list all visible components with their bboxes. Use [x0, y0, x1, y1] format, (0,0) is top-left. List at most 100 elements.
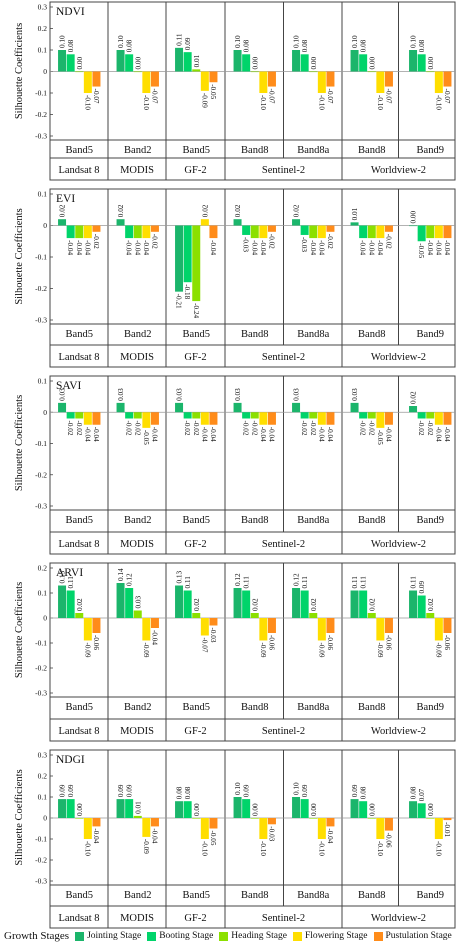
bar: [209, 225, 218, 239]
bar: [384, 225, 393, 232]
y-axis-label: Silhouette Coefficients: [14, 23, 25, 119]
bar: [183, 590, 192, 618]
bar-value-label: 0.02: [193, 598, 201, 611]
bar: [417, 412, 426, 419]
bar-value-label: -0.02: [267, 234, 275, 249]
bar-value-label: 0.03: [293, 388, 301, 401]
bar-value-label: -0.04: [92, 828, 100, 843]
bar: [292, 219, 301, 226]
bar-value-label: 0.00: [193, 803, 201, 816]
sensor-label: Landsat 8: [58, 913, 99, 924]
bar: [233, 402, 242, 413]
bar: [200, 219, 209, 226]
y-tick-label: 0: [43, 221, 47, 230]
bar: [116, 50, 125, 72]
bar-value-label: -0.18: [183, 284, 191, 299]
bar-value-label: -0.02: [92, 234, 100, 249]
bar: [242, 412, 251, 419]
bar: [267, 225, 276, 232]
bar: [125, 588, 134, 618]
band-label: Band9: [417, 515, 444, 526]
sensor-label: Worldview-2: [371, 165, 426, 176]
sensor-label: GF-2: [184, 726, 206, 737]
bar: [233, 588, 242, 618]
y-axis-label: Silhouette Coefficients: [14, 582, 25, 678]
bar: [75, 71, 84, 73]
bar-value-label: -0.04: [267, 427, 275, 442]
bar-value-label: -0.03: [209, 628, 217, 643]
bar: [142, 71, 151, 93]
bar: [250, 412, 259, 419]
bar-value-label: 0.01: [351, 207, 359, 220]
bar-value-label: 0.09: [418, 581, 426, 594]
bar-value-label: -0.02: [384, 234, 392, 249]
band-label: Band5: [183, 702, 210, 713]
panel-frame: [49, 188, 456, 368]
bar-value-label: -0.05: [209, 831, 217, 846]
sensor-label: MODIS: [120, 165, 154, 176]
bar: [376, 618, 385, 641]
chart-panel-arvi: 0.2 0.1 0 -0.1 -0.2 -0.3 Silhouette Coefficien…: [14, 562, 456, 742]
bar-value-label: -0.06: [384, 833, 392, 848]
legend-item-pustulation: Pustulation Stage: [373, 931, 452, 941]
bar-value-label: -0.05: [142, 430, 150, 445]
bar-value-label: -0.09: [200, 93, 208, 108]
sensor-label: MODIS: [120, 352, 154, 363]
bar-value-label: 0.09: [117, 784, 125, 797]
y-tick-label: 0: [43, 614, 47, 623]
bar-value-label: -0.02: [125, 421, 133, 436]
bar-value-label: 0.02: [427, 598, 435, 611]
bar-value-label: 0.00: [427, 57, 435, 70]
bar: [359, 54, 368, 72]
bar: [417, 595, 426, 618]
bar: [292, 50, 301, 72]
sensor-label: Landsat 8: [58, 726, 99, 737]
bar: [83, 818, 92, 839]
band-label: Band2: [124, 145, 151, 156]
bar-value-label: -0.04: [150, 630, 158, 645]
y-tick-label: -0.2: [35, 470, 47, 479]
bar: [317, 225, 326, 239]
bar: [200, 412, 209, 425]
sensor-label: GF-2: [184, 913, 206, 924]
bar: [250, 225, 259, 239]
bar: [242, 54, 251, 72]
y-tick-label: -0.3: [35, 689, 47, 698]
bar-value-label: 0.10: [410, 35, 418, 48]
bar: [233, 219, 242, 226]
bar-value-label: 0.00: [368, 57, 376, 70]
bar-value-label: 0.08: [410, 786, 418, 799]
band-label: Band5: [66, 329, 93, 340]
bar: [75, 225, 84, 239]
bar: [250, 71, 259, 73]
bar-value-label: 0.02: [368, 598, 376, 611]
panel-title: NDGI: [56, 754, 85, 766]
bar-value-label: -0.10: [434, 95, 442, 110]
bar: [58, 799, 67, 818]
bar-value-label: -0.10: [317, 95, 325, 110]
bar: [292, 797, 301, 818]
bar-value-label: -0.10: [376, 95, 384, 110]
bar: [434, 71, 443, 93]
bar: [326, 71, 335, 87]
bar-value-label: 0.00: [410, 211, 418, 224]
bar: [367, 818, 376, 819]
bar-value-label: 0.01: [193, 54, 201, 67]
bar-value-label: -0.04: [443, 427, 451, 442]
y-tick-label: -0.2: [35, 110, 47, 119]
y-tick-label: 0.2: [38, 24, 48, 33]
band-label: Band8: [241, 145, 268, 156]
bar: [376, 71, 385, 93]
bar: [250, 613, 259, 618]
bar: [66, 225, 75, 239]
sensor-label: Worldview-2: [371, 539, 426, 550]
bar-value-label: 0.10: [293, 782, 301, 795]
bar: [92, 225, 101, 232]
bar-value-label: 0.08: [126, 39, 134, 52]
bar-value-label: -0.07: [200, 638, 208, 653]
bar-value-label: -0.04: [200, 427, 208, 442]
bar: [250, 818, 259, 819]
bar-value-label: -0.09: [434, 643, 442, 658]
band-label: Band8a: [297, 145, 329, 156]
